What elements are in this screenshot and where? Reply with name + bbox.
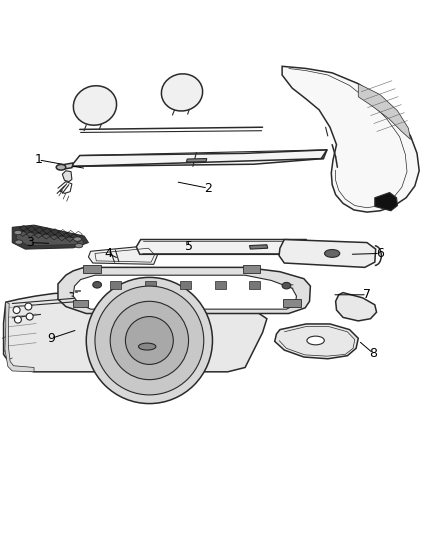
Text: 3: 3 [26,236,34,249]
Polygon shape [250,245,268,249]
Polygon shape [17,231,84,246]
Polygon shape [71,150,327,166]
Circle shape [26,313,33,320]
Text: 8: 8 [370,347,378,360]
Bar [78,289,80,292]
Text: 4: 4 [104,247,112,260]
Polygon shape [358,84,410,140]
Bar [73,300,88,308]
Bar [110,281,121,289]
Text: 5: 5 [184,240,193,253]
Circle shape [125,317,173,365]
Polygon shape [336,293,377,321]
Bar [283,298,301,308]
Polygon shape [186,158,207,162]
Polygon shape [275,324,358,359]
Circle shape [86,277,212,403]
Polygon shape [61,163,73,169]
Bar [74,290,77,292]
Polygon shape [375,192,397,211]
Ellipse shape [56,165,66,170]
Ellipse shape [161,74,203,111]
Polygon shape [5,302,34,372]
Ellipse shape [15,240,23,244]
Bar [243,265,260,273]
Polygon shape [279,239,376,268]
Text: 7: 7 [363,288,371,301]
Circle shape [110,301,188,379]
Polygon shape [282,66,419,212]
Text: 1: 1 [35,154,42,166]
Circle shape [95,286,204,395]
Polygon shape [62,171,72,182]
Bar [145,281,156,289]
Ellipse shape [75,244,83,248]
Text: 6: 6 [376,247,384,260]
Circle shape [14,316,21,323]
Ellipse shape [73,86,117,125]
Bar [215,281,226,289]
Text: 9: 9 [47,332,55,345]
Polygon shape [4,292,267,372]
Ellipse shape [93,281,102,288]
Text: 2: 2 [204,182,212,195]
Polygon shape [73,275,297,309]
Ellipse shape [14,230,22,235]
Ellipse shape [307,336,324,345]
Ellipse shape [325,249,340,257]
Polygon shape [12,225,88,249]
Ellipse shape [74,237,81,241]
Circle shape [25,303,32,310]
Bar [83,265,101,273]
Bar [180,281,191,289]
Bar [250,281,260,289]
Ellipse shape [282,282,291,289]
Ellipse shape [138,343,156,350]
Polygon shape [58,268,311,313]
Polygon shape [136,239,311,254]
Polygon shape [88,246,158,264]
Circle shape [13,306,20,313]
